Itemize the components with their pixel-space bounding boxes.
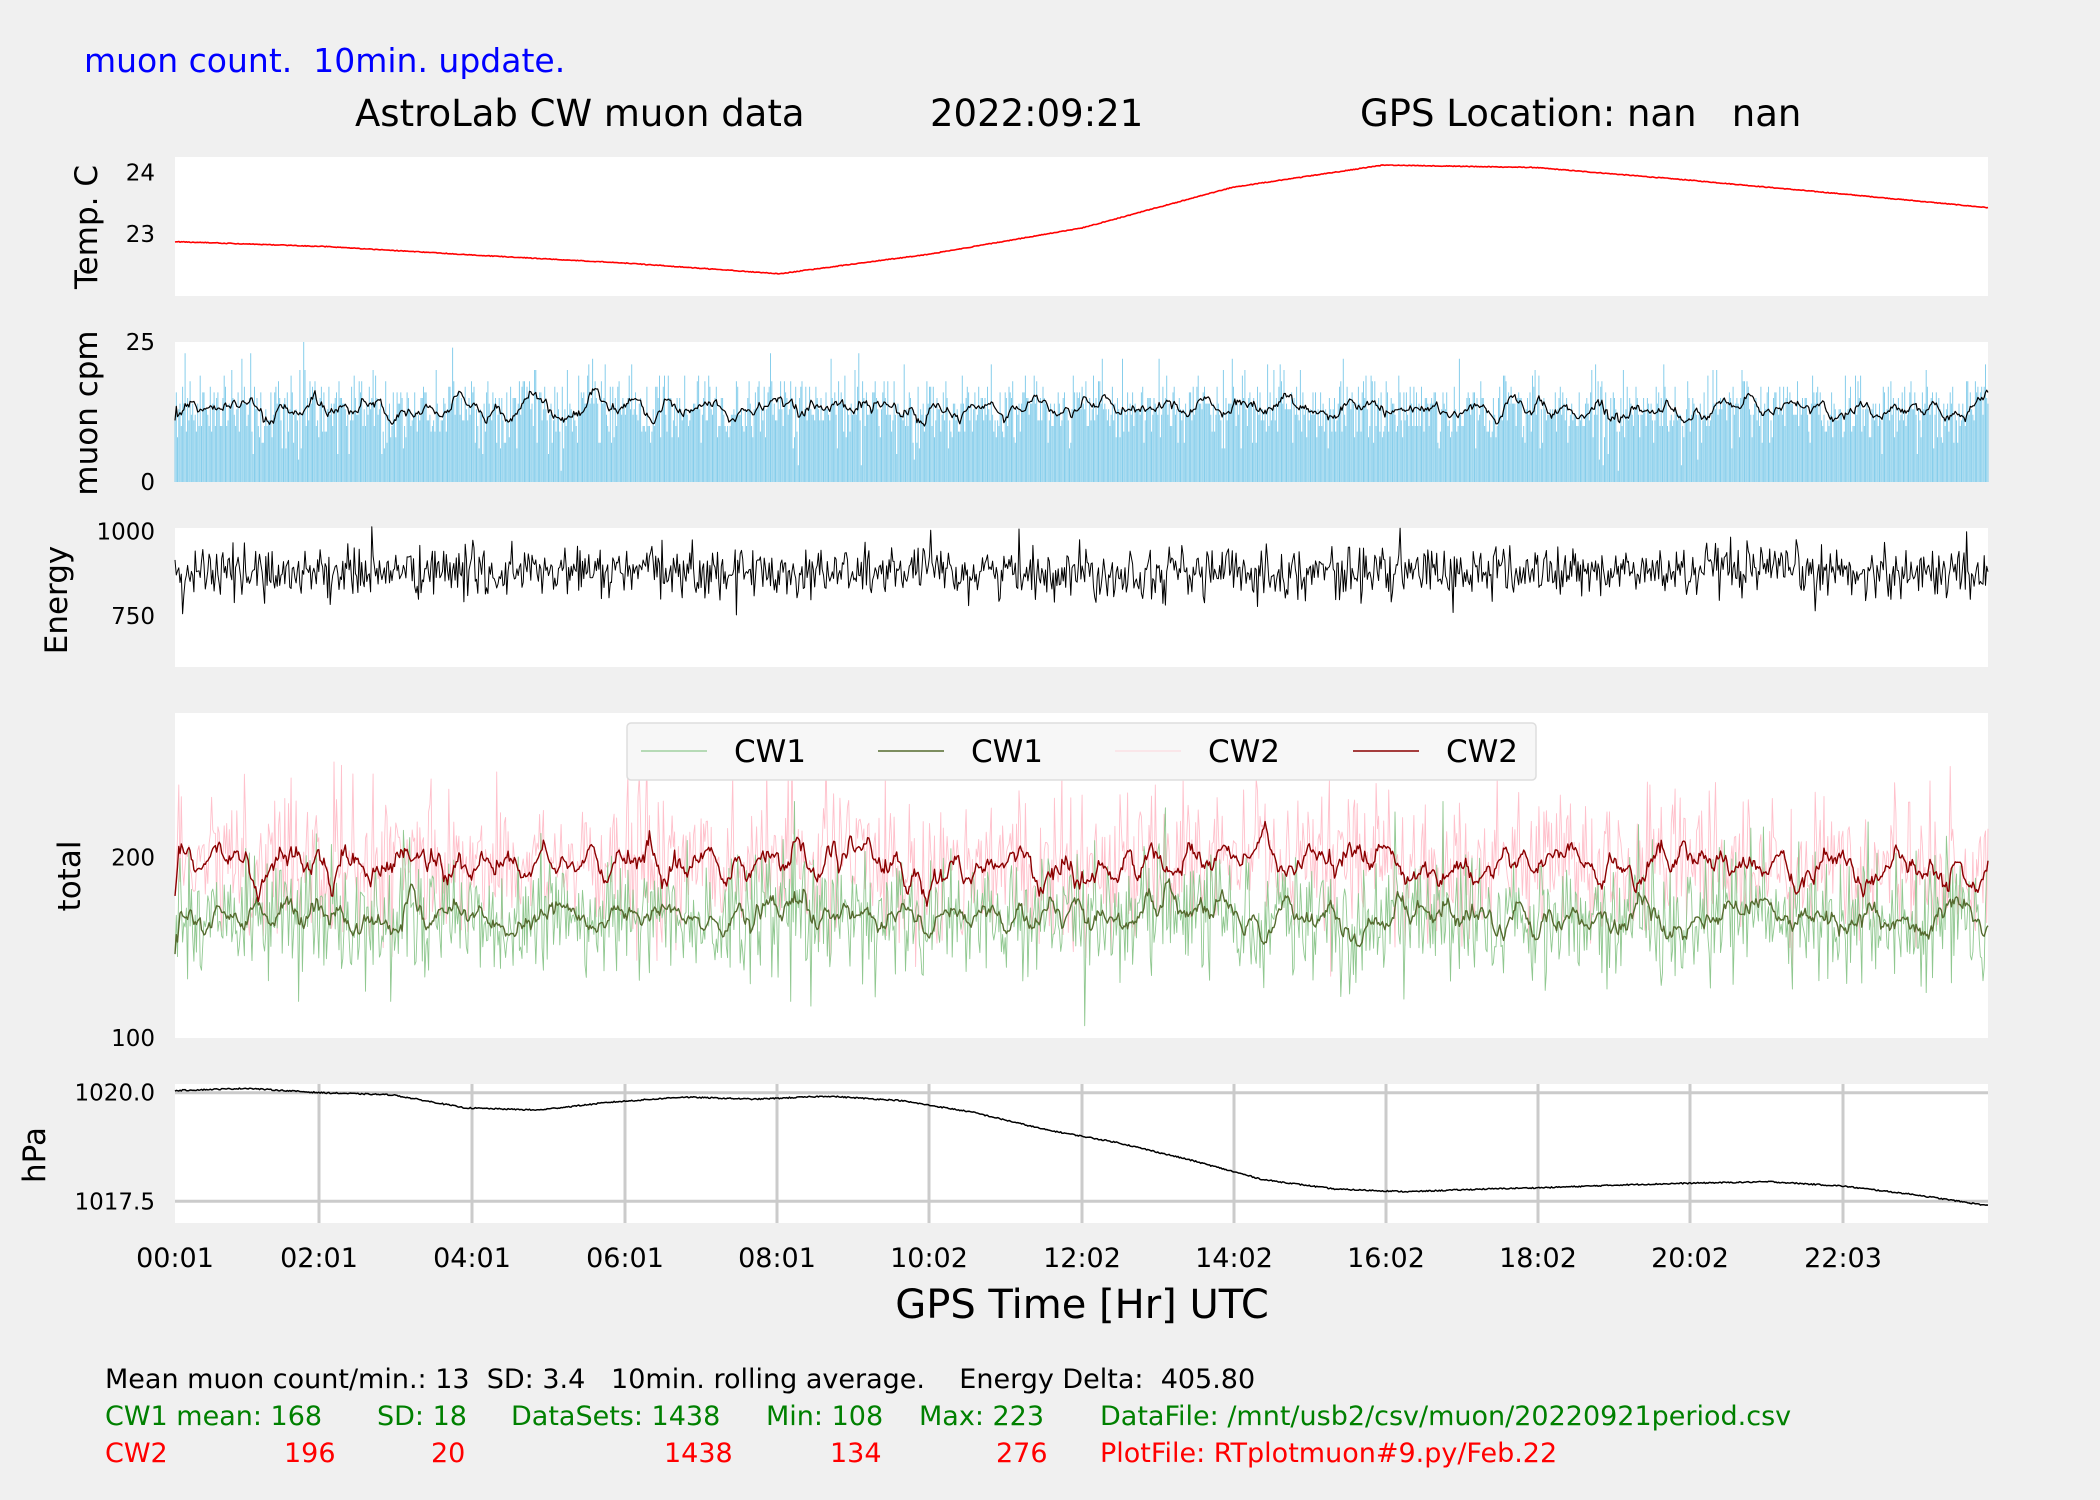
data-file: DataFile: /mnt/usb2/csv/muon/20220921per… <box>1100 1401 1792 1432</box>
xtick-label: 04:01 <box>433 1243 511 1274</box>
cw1-average-line <box>174 878 1989 955</box>
update-note: muon count. 10min. update. <box>84 41 566 80</box>
cw1-raw-line <box>174 801 1989 1027</box>
cw2-sd: 20 <box>431 1438 466 1469</box>
xtick-label: 18:02 <box>1499 1243 1577 1274</box>
temp-ylabel: Temp. C <box>69 165 105 290</box>
muon-bars <box>174 342 1989 482</box>
cw2-mean: 196 <box>284 1438 336 1469</box>
xtick-label: 22:03 <box>1804 1243 1882 1274</box>
total-ylabel: total <box>52 841 88 912</box>
legend-label: CW1 <box>734 734 806 770</box>
cw2-average-line <box>174 820 1989 907</box>
legend-label: CW1 <box>971 734 1043 770</box>
xtick-label: 02:01 <box>280 1243 358 1274</box>
muon-ytick-label: 0 <box>140 470 155 496</box>
muon-rolling-average <box>174 387 1989 427</box>
cw1-min: Min: 108 <box>766 1401 884 1432</box>
legend-label: CW2 <box>1446 734 1518 770</box>
muon-ylabel: muon cpm <box>69 330 105 495</box>
cw2-max: 276 <box>996 1438 1048 1469</box>
legend-box <box>626 722 1537 781</box>
xtick-label: 08:01 <box>738 1243 816 1274</box>
cw1-max: Max: 223 <box>919 1401 1045 1432</box>
cw1-mean: CW1 mean: 168 <box>105 1401 323 1432</box>
total-ytick-label: 100 <box>111 1026 155 1052</box>
cw2-label: CW2 <box>105 1438 168 1469</box>
cw1-datasets: DataSets: 1438 <box>511 1401 721 1432</box>
legend-label: CW2 <box>1208 734 1280 770</box>
chart-date: 2022:09:21 <box>930 92 1144 135</box>
xtick-label: 10:02 <box>890 1243 968 1274</box>
temp-line <box>174 164 1989 275</box>
total-ytick-label: 200 <box>111 845 155 871</box>
energy-ylabel: Energy <box>39 546 75 655</box>
xtick-label: 06:01 <box>586 1243 664 1274</box>
xtick-label: 20:02 <box>1651 1243 1729 1274</box>
temp-ytick-label: 23 <box>126 222 155 248</box>
pressure-line <box>174 1087 1989 1206</box>
gps-location: GPS Location: nan nan <box>1360 92 1802 135</box>
cw2-min: 134 <box>830 1438 882 1469</box>
xtick-label: 00:01 <box>136 1243 214 1274</box>
temp-ytick-label: 24 <box>126 160 155 186</box>
energy-panel-bg <box>175 528 1988 667</box>
pressure-ytick-label: 1020.0 <box>75 1081 155 1107</box>
temp-panel-bg <box>175 157 1988 296</box>
chart-title: AstroLab CW muon data <box>355 92 805 135</box>
energy-line <box>174 526 1989 616</box>
muon-ytick-label: 25 <box>126 330 155 356</box>
pressure-ytick-label: 1017.5 <box>75 1189 155 1215</box>
xtick-label: 16:02 <box>1347 1243 1425 1274</box>
x-axis-label: GPS Time [Hr] UTC <box>895 1282 1269 1328</box>
cw2-raw-line <box>174 756 1989 977</box>
xtick-label: 12:02 <box>1043 1243 1121 1274</box>
plot-file: PlotFile: RTplotmuon#9.py/Feb.22 <box>1100 1438 1558 1469</box>
cw1-sd: SD: 18 <box>377 1401 467 1432</box>
xtick-label: 14:02 <box>1195 1243 1273 1274</box>
energy-ytick-label: 1000 <box>96 519 155 545</box>
pressure-ylabel: hPa <box>17 1127 53 1183</box>
energy-ytick-label: 750 <box>111 604 155 630</box>
stats-summary: Mean muon count/min.: 13 SD: 3.4 10min. … <box>105 1364 1256 1395</box>
muon-panel-bg <box>175 342 1988 482</box>
cw2-datasets: 1438 <box>664 1438 733 1469</box>
